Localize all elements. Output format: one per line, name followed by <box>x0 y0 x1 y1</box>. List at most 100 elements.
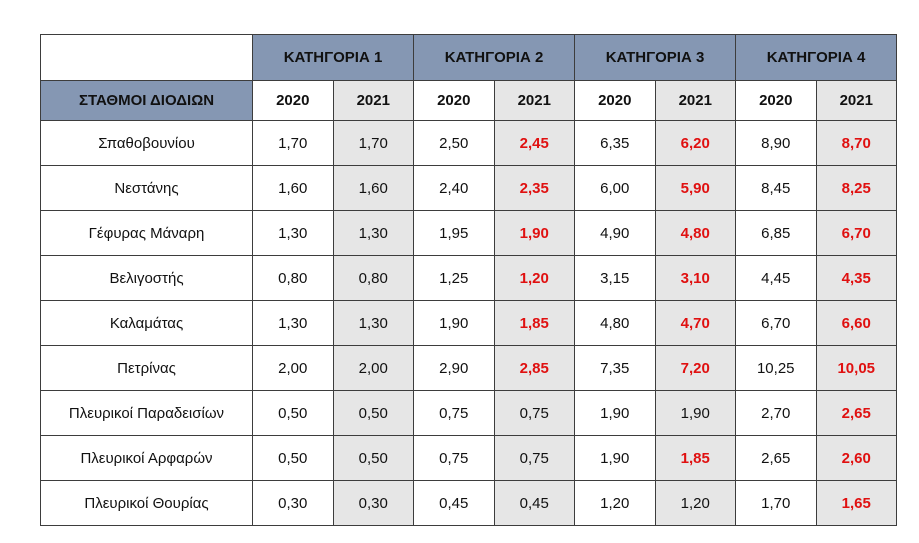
year-header: 2020 <box>574 80 656 121</box>
price-cell: 0,80 <box>332 255 414 301</box>
price-cell: 8,45 <box>735 165 817 211</box>
station-name-cell: Πλευρικοί Αρφαρών <box>40 435 253 481</box>
price-cell: 1,25 <box>413 255 495 301</box>
price-cell: 1,90 <box>574 390 656 436</box>
price-cell: 1,70 <box>735 480 817 526</box>
price-cell: 0,30 <box>252 480 334 526</box>
price-cell: 7,20 <box>654 345 736 391</box>
price-cell: 2,40 <box>413 165 495 211</box>
price-cell: 1,85 <box>654 435 736 481</box>
price-cell: 6,00 <box>574 165 656 211</box>
table-row: Καλαμάτας 1,30 1,30 1,90 1,85 4,80 4,70 6,70 6,6… <box>40 300 897 346</box>
blank-corner-cell <box>40 34 253 81</box>
price-cell: 4,35 <box>815 255 897 301</box>
price-cell: 8,25 <box>815 165 897 211</box>
price-cell: 1,90 <box>654 390 736 436</box>
price-cell: 2,70 <box>735 390 817 436</box>
station-name-cell: Νεστάνης <box>40 165 253 211</box>
price-cell: 3,10 <box>654 255 736 301</box>
price-cell: 1,30 <box>252 300 334 346</box>
price-cell: 6,70 <box>815 210 897 256</box>
price-cell: 1,30 <box>332 300 414 346</box>
category-header-row: ΚΑΤΗΓΟΡΙΑ 1 ΚΑΤΗΓΟΡΙΑ 2 ΚΑΤΗΓΟΡΙΑ 3 ΚΑΤΗ… <box>40 34 897 81</box>
table-row: Σπαθοβουνίου 1,70 1,70 2,50 2,45 6,35 6,20 8,90… <box>40 120 897 166</box>
toll-prices-table: ΚΑΤΗΓΟΡΙΑ 1 ΚΑΤΗΓΟΡΙΑ 2 ΚΑΤΗΓΟΡΙΑ 3 ΚΑΤΗ… <box>40 34 897 526</box>
price-cell: 0,50 <box>332 390 414 436</box>
price-cell: 0,75 <box>413 390 495 436</box>
station-name-cell: Γέφυρας Μάναρη <box>40 210 253 256</box>
year-header-row: ΣΤΑΘΜΟΙ ΔΙΟΔΙΩΝ 2020 2021 2020 2021 2020… <box>40 80 897 121</box>
price-cell: 1,95 <box>413 210 495 256</box>
price-cell: 2,45 <box>493 120 575 166</box>
price-cell: 6,60 <box>815 300 897 346</box>
price-cell: 2,60 <box>815 435 897 481</box>
table-body: Σπαθοβουνίου 1,70 1,70 2,50 2,45 6,35 6,20 8,90… <box>40 120 897 526</box>
price-cell: 6,35 <box>574 120 656 166</box>
station-name-cell: Καλαμάτας <box>40 300 253 346</box>
price-cell: 0,80 <box>252 255 334 301</box>
price-cell: 2,50 <box>413 120 495 166</box>
price-cell: 2,00 <box>332 345 414 391</box>
price-cell: 0,75 <box>493 390 575 436</box>
stations-column-header: ΣΤΑΘΜΟΙ ΔΙΟΔΙΩΝ <box>40 80 253 121</box>
price-cell: 1,90 <box>493 210 575 256</box>
price-cell: 1,20 <box>493 255 575 301</box>
table-row: Βελιγοστής 0,80 0,80 1,25 1,20 3,15 3,10 4,45 4,… <box>40 255 897 301</box>
price-cell: 4,70 <box>654 300 736 346</box>
price-cell: 2,00 <box>252 345 334 391</box>
table-row: Γέφυρας Μάναρη 1,30 1,30 1,95 1,90 4,90 4,80 6,… <box>40 210 897 256</box>
price-cell: 7,35 <box>574 345 656 391</box>
station-name-cell: Πλευρικοί Παραδεισίων <box>40 390 253 436</box>
price-cell: 4,80 <box>574 300 656 346</box>
price-cell: 0,75 <box>493 435 575 481</box>
price-cell: 1,65 <box>815 480 897 526</box>
price-cell: 1,90 <box>413 300 495 346</box>
price-cell: 0,50 <box>252 435 334 481</box>
price-cell: 1,30 <box>252 210 334 256</box>
price-cell: 6,20 <box>654 120 736 166</box>
price-cell: 2,65 <box>815 390 897 436</box>
year-header: 2021 <box>654 80 736 121</box>
price-cell: 0,30 <box>332 480 414 526</box>
price-cell: 2,90 <box>413 345 495 391</box>
price-cell: 0,75 <box>413 435 495 481</box>
table-row: Νεστάνης 1,60 1,60 2,40 2,35 6,00 5,90 8,45 8,25 <box>40 165 897 211</box>
station-name-cell: Σπαθοβουνίου <box>40 120 253 166</box>
year-header: 2020 <box>735 80 817 121</box>
price-cell: 4,80 <box>654 210 736 256</box>
price-cell: 1,85 <box>493 300 575 346</box>
price-cell: 0,50 <box>332 435 414 481</box>
category-1-header: ΚΑΤΗΓΟΡΙΑ 1 <box>252 34 414 81</box>
price-cell: 6,85 <box>735 210 817 256</box>
price-cell: 2,85 <box>493 345 575 391</box>
price-cell: 4,45 <box>735 255 817 301</box>
price-cell: 8,70 <box>815 120 897 166</box>
price-cell: 1,90 <box>574 435 656 481</box>
year-header: 2021 <box>493 80 575 121</box>
price-cell: 1,20 <box>574 480 656 526</box>
table-row: Πλευρικοί Θουρίας 0,30 0,30 0,45 0,45 1,20 1,2… <box>40 480 897 526</box>
price-cell: 10,05 <box>815 345 897 391</box>
table-row: Πετρίνας 2,00 2,00 2,90 2,85 7,35 7,20 10,25 10,… <box>40 345 897 391</box>
price-cell: 5,90 <box>654 165 736 211</box>
price-cell: 2,65 <box>735 435 817 481</box>
station-name-cell: Πετρίνας <box>40 345 253 391</box>
station-name-cell: Πλευρικοί Θουρίας <box>40 480 253 526</box>
year-header: 2021 <box>815 80 897 121</box>
year-header: 2020 <box>413 80 495 121</box>
price-cell: 8,90 <box>735 120 817 166</box>
price-cell: 1,70 <box>332 120 414 166</box>
price-cell: 1,20 <box>654 480 736 526</box>
year-header: 2021 <box>332 80 414 121</box>
year-header: 2020 <box>252 80 334 121</box>
category-3-header: ΚΑΤΗΓΟΡΙΑ 3 <box>574 34 736 81</box>
table-row: Πλευρικοί Παραδεισίων 0,50 0,50 0,75 0,75 1,9… <box>40 390 897 436</box>
price-cell: 2,35 <box>493 165 575 211</box>
price-cell: 0,45 <box>493 480 575 526</box>
price-cell: 1,60 <box>252 165 334 211</box>
price-cell: 1,60 <box>332 165 414 211</box>
table-row: Πλευρικοί Αρφαρών 0,50 0,50 0,75 0,75 1,90 1,8… <box>40 435 897 481</box>
price-cell: 1,70 <box>252 120 334 166</box>
price-cell: 3,15 <box>574 255 656 301</box>
category-2-header: ΚΑΤΗΓΟΡΙΑ 2 <box>413 34 575 81</box>
